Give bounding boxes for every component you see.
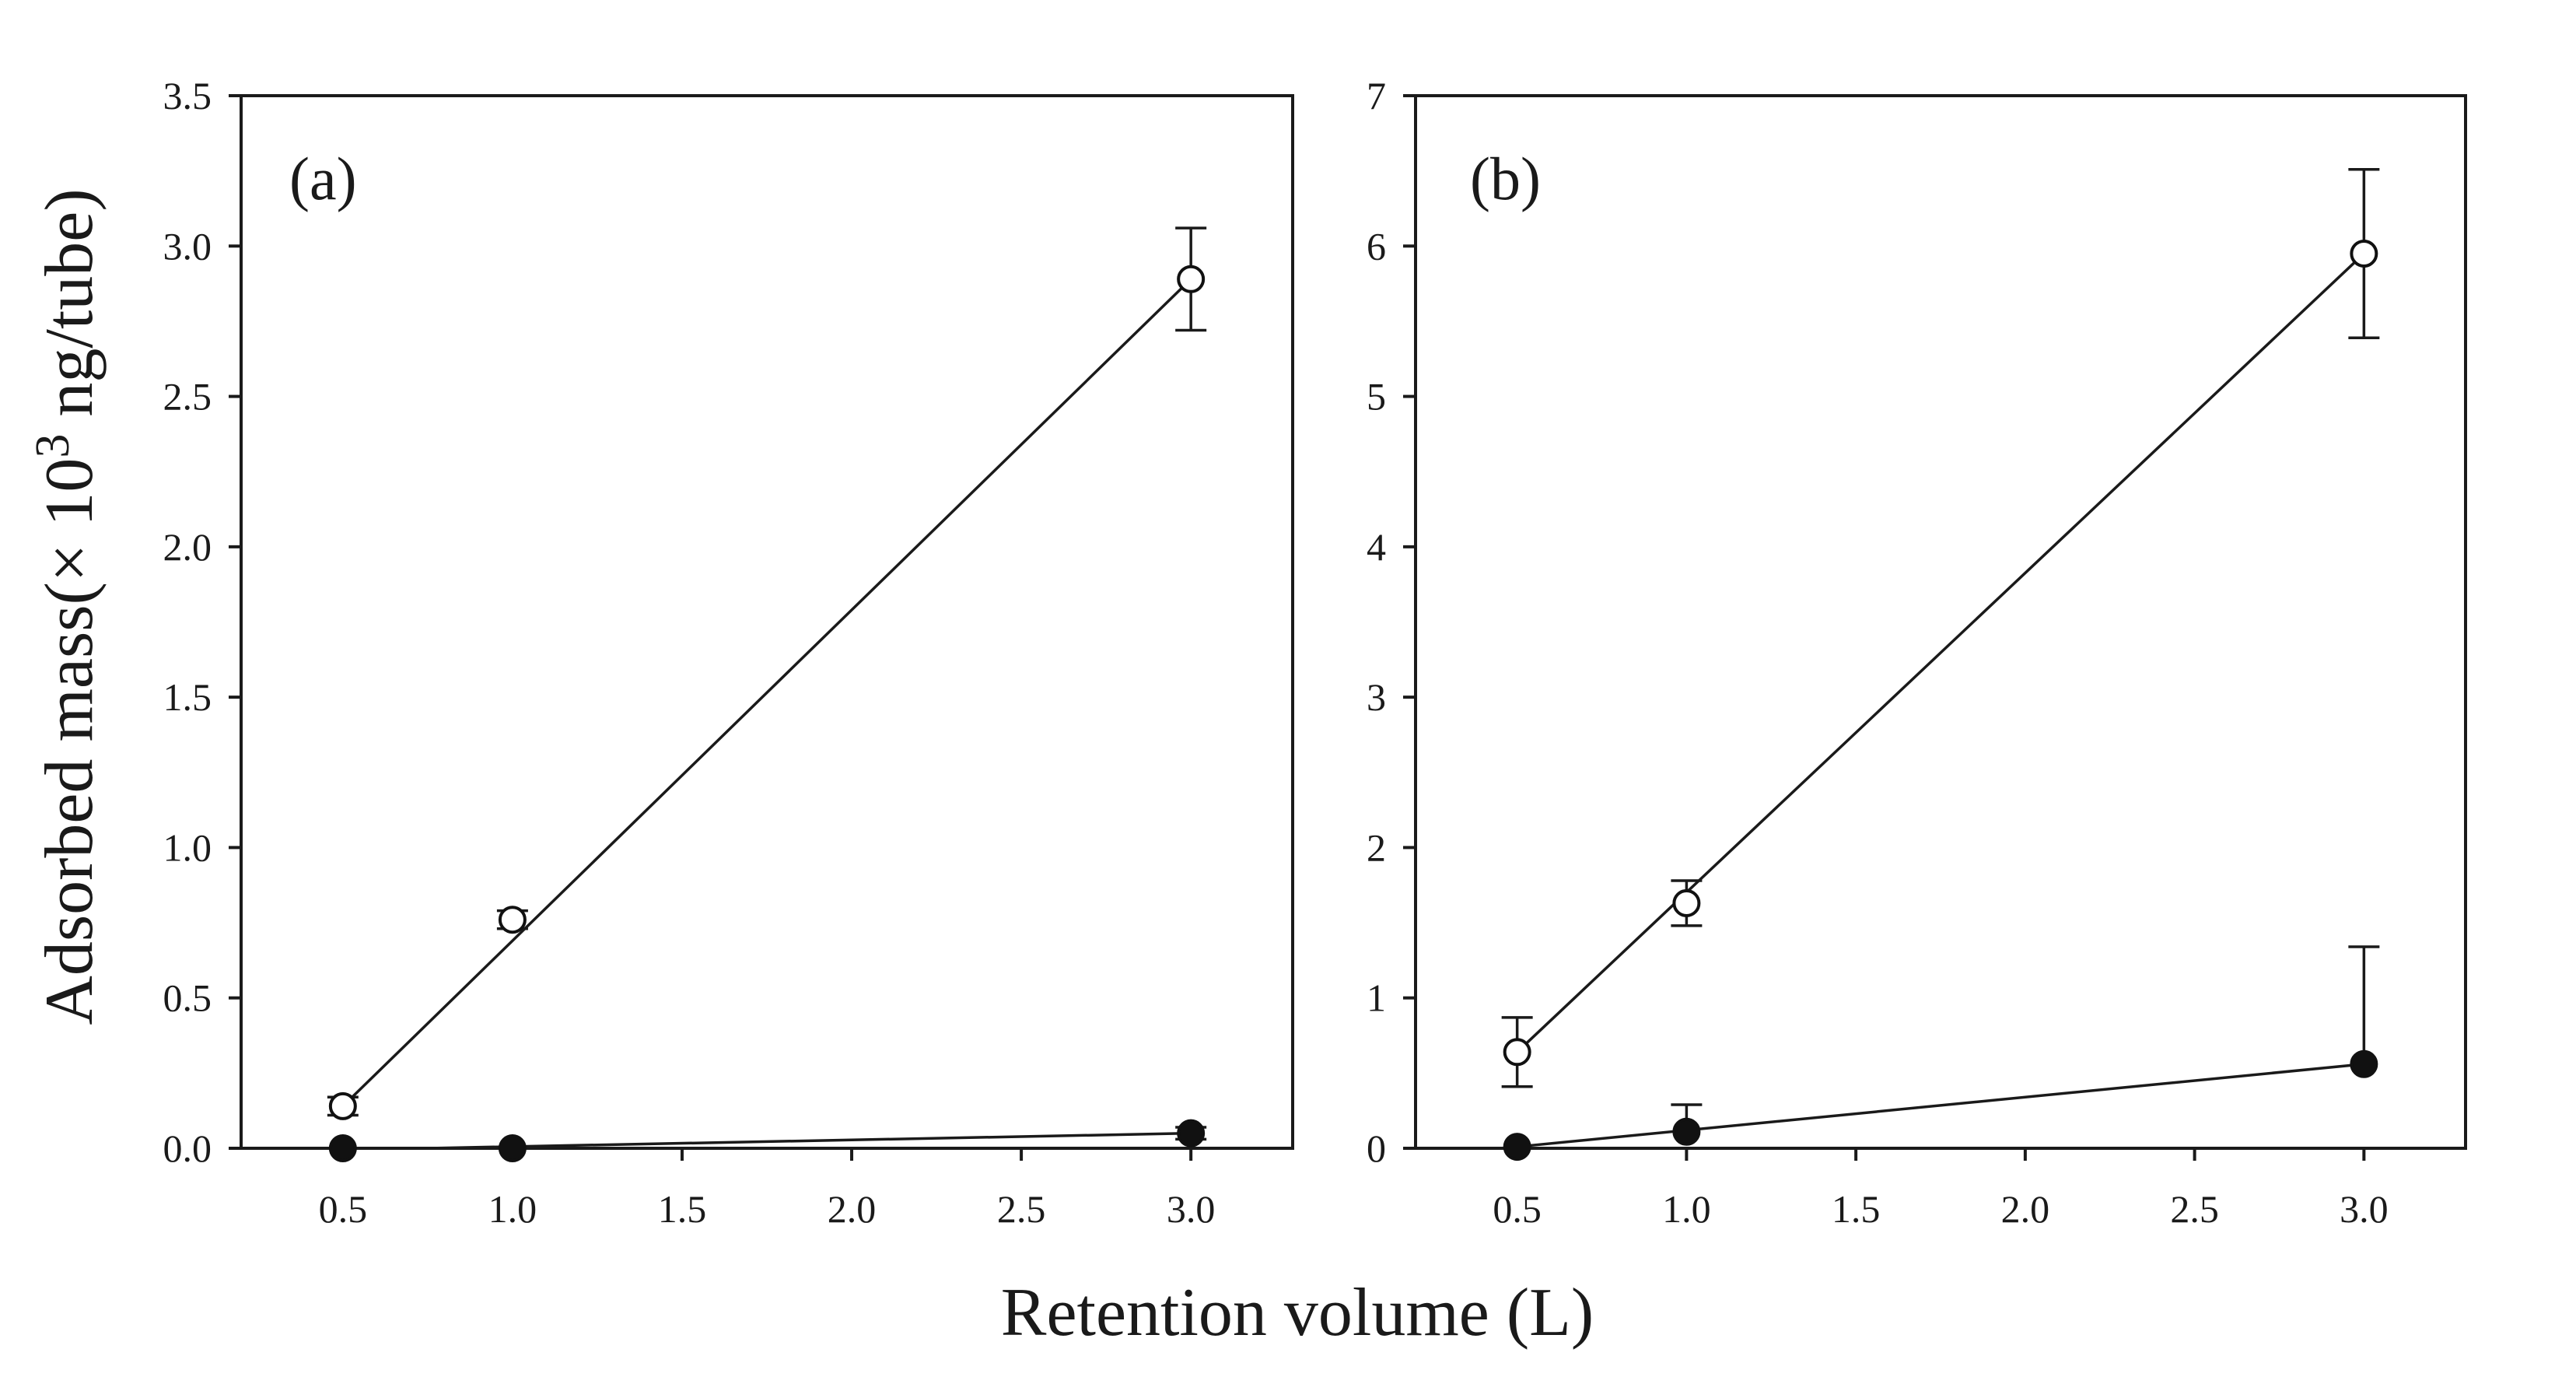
- filled-series-b-point: [1503, 1133, 1531, 1161]
- x-tick-label-b: 2.0: [2001, 1187, 2050, 1231]
- open-series-a-point: [1177, 265, 1206, 293]
- filled-series-a-fit-line: [427, 1131, 1192, 1150]
- y-tick-label-b: 2: [1367, 825, 1386, 869]
- filled-series-a-point: [498, 1134, 527, 1162]
- x-axis-title: Retention volume (L): [1001, 1275, 1594, 1351]
- x-tick-label-a: 2.0: [828, 1187, 877, 1231]
- x-tick-label-b: 3.0: [2340, 1187, 2389, 1231]
- plot-frame-a: [240, 94, 1294, 1150]
- open-series-a-fit-line: [341, 278, 1192, 1108]
- open-series-b-fit-line: [1516, 252, 2365, 1053]
- y-tick-label-a: 3.5: [163, 74, 212, 117]
- x-tick-label-a: 0.5: [319, 1187, 368, 1231]
- y-tick-label-b: 1: [1367, 976, 1386, 1020]
- x-tick-label-b: 0.5: [1493, 1187, 1542, 1231]
- plot-frame-b: [1414, 94, 2467, 1150]
- y-tick-label-b: 6: [1367, 224, 1386, 268]
- filled-series-b-point: [1672, 1117, 1701, 1146]
- open-series-b-point: [1672, 888, 1701, 917]
- open-series-a-point: [328, 1091, 357, 1120]
- y-tick-label-a: 2.5: [163, 375, 212, 419]
- open-series-b-point: [2350, 239, 2378, 268]
- x-tick-label-a: 3.0: [1167, 1187, 1216, 1231]
- filled-series-a-point: [1177, 1119, 1206, 1147]
- x-tick-label-b: 1.0: [1662, 1187, 1711, 1231]
- filled-series-b-fit-line: [1517, 1063, 2364, 1148]
- y-axis-title: Adsorbed mass(× 103 ng/tube): [26, 188, 107, 1025]
- panel-b-label: (b): [1470, 145, 1541, 212]
- y-tick-label-b: 5: [1367, 375, 1386, 419]
- x-tick-label-a: 1.0: [488, 1187, 537, 1231]
- y-tick-label-a: 2.0: [163, 525, 212, 569]
- filled-series-b-point: [2350, 1049, 2378, 1078]
- y-tick-label-a: 0.0: [163, 1126, 212, 1170]
- filled-series-a-point: [328, 1134, 357, 1162]
- y-tick-label-b: 3: [1367, 675, 1386, 719]
- y-axis-title-main: Adsorbed mass(× 10: [32, 458, 107, 1025]
- y-tick-label-b: 0: [1367, 1126, 1386, 1170]
- y-tick-label-a: 1.0: [163, 825, 212, 869]
- y-tick-label-b: 4: [1367, 525, 1386, 569]
- y-tick-label-a: 1.5: [163, 675, 212, 719]
- x-tick-label-a: 1.5: [658, 1187, 707, 1231]
- y-tick-label-b: 7: [1367, 74, 1386, 117]
- y-tick-label-a: 3.0: [163, 224, 212, 268]
- panel-b: (b) 0.5 1.0 1.5 2.0 2.5 3.0 0 1 2 3 4 5 6 7: [1367, 74, 2467, 1231]
- x-tick-label-b: 1.5: [1832, 1187, 1881, 1231]
- open-series-a-point: [498, 906, 527, 934]
- x-tick-label-b: 2.5: [2170, 1187, 2219, 1231]
- y-axis-title-tail: ng/tube): [32, 188, 107, 433]
- y-axis-title-superscript: 3: [26, 434, 79, 458]
- panel-a-label: (a): [289, 145, 357, 212]
- y-tick-label-a: 0.5: [163, 976, 212, 1020]
- panel-a: (a) 0.5 1.0 1.5 2.0 2.5 3.0 0.0 0.5 1.0 1.5 2.0 2.5…: [163, 74, 1294, 1231]
- open-series-b-point: [1503, 1038, 1531, 1067]
- x-tick-label-a: 2.5: [997, 1187, 1046, 1231]
